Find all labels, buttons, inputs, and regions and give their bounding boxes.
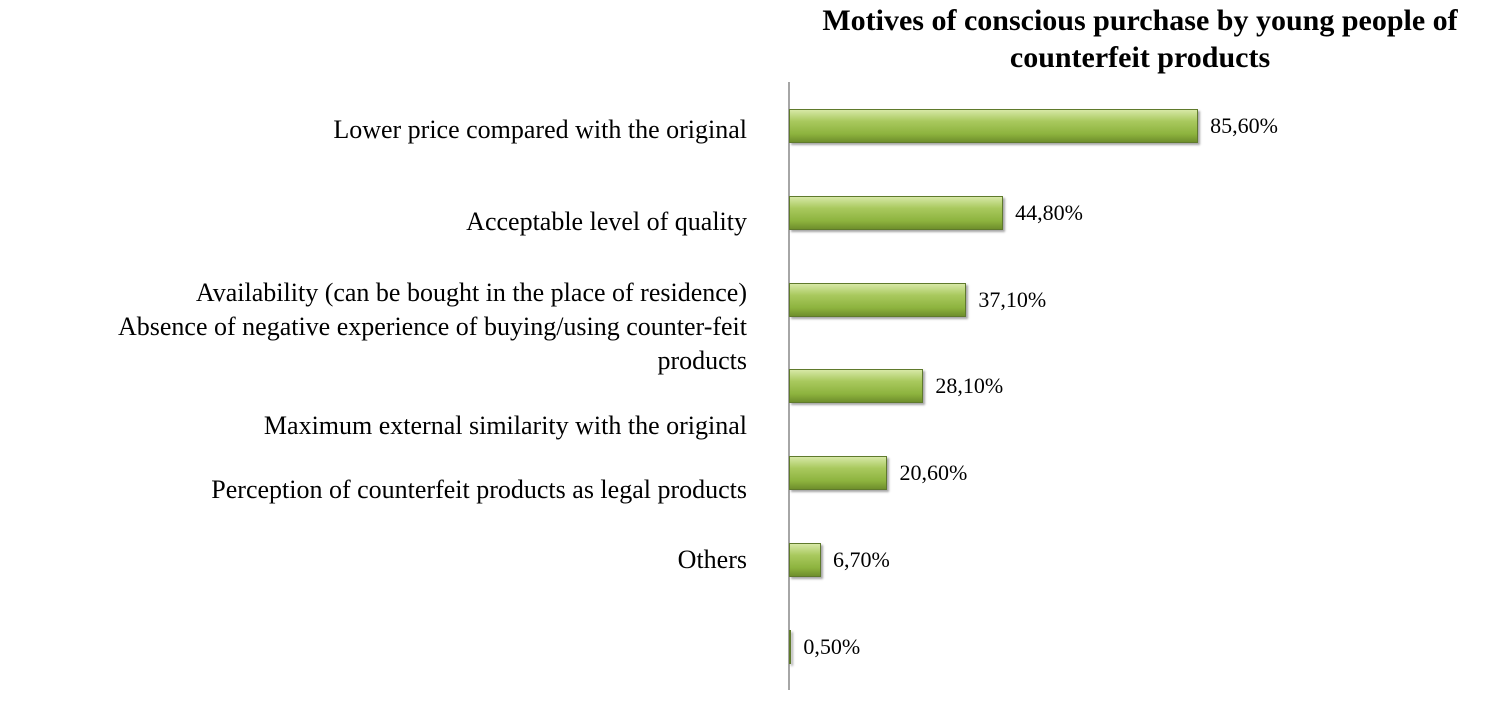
category-label: Lower price compared with the original (333, 115, 747, 144)
value-label: 44,80% (1015, 199, 1083, 225)
bar (789, 369, 924, 404)
value-label: 28,10% (935, 373, 1004, 399)
value-label: 20,60% (899, 460, 968, 486)
category-label: Acceptable level of quality (466, 207, 747, 236)
bar (789, 543, 822, 577)
chart-title: Motives of conscious purchase by young p… (822, 4, 1458, 74)
bar (789, 629, 792, 664)
value-label: 85,60% (1210, 113, 1278, 138)
category-label: Others (677, 545, 747, 574)
value-label: 0,50% (803, 633, 861, 659)
bar (789, 195, 1004, 230)
value-label: 37,10% (978, 286, 1047, 312)
bar (789, 109, 1199, 143)
category-label: Maximum external similarity with the ori… (263, 411, 747, 440)
axis-line (788, 82, 790, 690)
value-label: 6,70% (833, 547, 890, 572)
bar (789, 282, 967, 317)
category-label: Availability (can be bought in the place… (195, 278, 747, 307)
bar (789, 456, 888, 491)
category-label: Perception of counterfeit products as le… (211, 475, 747, 504)
category-label: Absence of negative experience of buying… (117, 312, 747, 375)
